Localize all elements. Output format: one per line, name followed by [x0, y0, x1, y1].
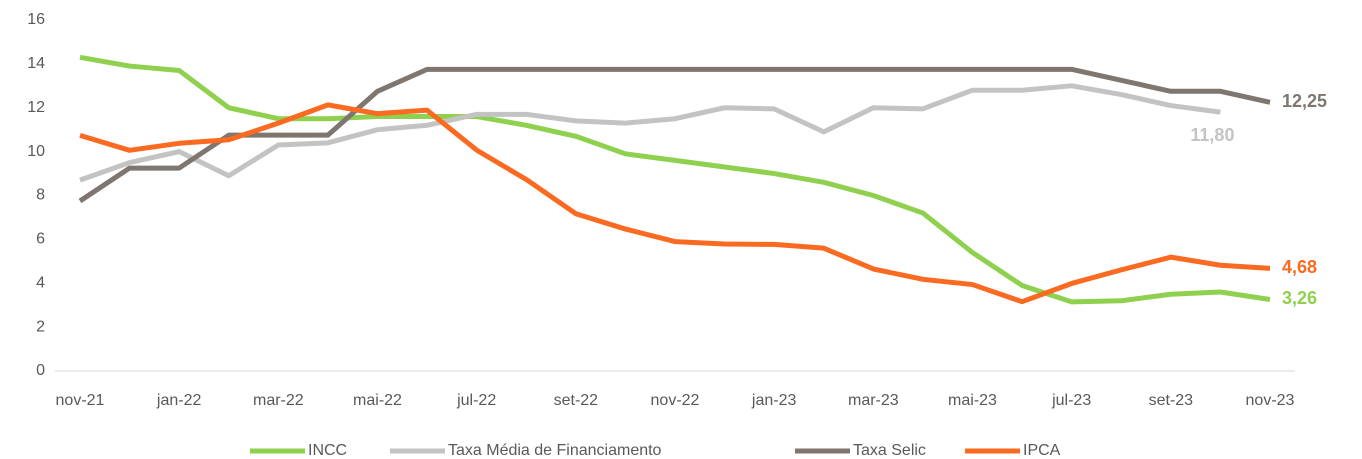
x-tick-label: jul-22 [456, 392, 496, 409]
y-tick-label: 16 [27, 11, 45, 28]
y-tick-label: 10 [27, 143, 45, 160]
series-line [79, 83, 1221, 183]
x-tick-label: jan-23 [751, 392, 797, 409]
x-tick-label: nov-23 [1246, 392, 1295, 409]
legend-label: Taxa Média de Financiamento [448, 442, 662, 459]
x-tick-label: jul-23 [1051, 392, 1091, 409]
x-tick-label: mai-23 [948, 392, 997, 409]
x-tick-label: nov-22 [651, 392, 700, 409]
x-tick-label: mai-22 [353, 392, 402, 409]
series-line [78, 66, 1271, 204]
y-tick-label: 8 [36, 187, 45, 204]
series-line [79, 54, 1271, 305]
legend-label: Taxa Selic [853, 442, 926, 459]
x-tick-label: jan-22 [156, 392, 202, 409]
x-tick-label: mar-22 [253, 392, 304, 409]
legend-label: INCC [308, 442, 347, 459]
x-tick-label: set-23 [1149, 392, 1194, 409]
end-label: 12,25 [1282, 91, 1327, 111]
x-tick-label: set-22 [554, 392, 599, 409]
end-label: 3,26 [1282, 288, 1317, 308]
x-tick-label: nov-21 [56, 392, 105, 409]
y-tick-label: 12 [27, 99, 45, 116]
end-label: 11,80 [1190, 125, 1234, 145]
y-tick-label: 6 [36, 231, 45, 248]
y-tick-label: 0 [36, 362, 45, 379]
y-tick-label: 4 [36, 274, 45, 291]
end-label: 4,68 [1282, 257, 1317, 277]
legend-label: IPCA [1023, 442, 1061, 459]
series-line [79, 102, 1271, 305]
y-tick-label: 14 [27, 55, 45, 72]
x-tick-label: mar-23 [848, 392, 899, 409]
y-tick-label: 2 [36, 318, 45, 335]
